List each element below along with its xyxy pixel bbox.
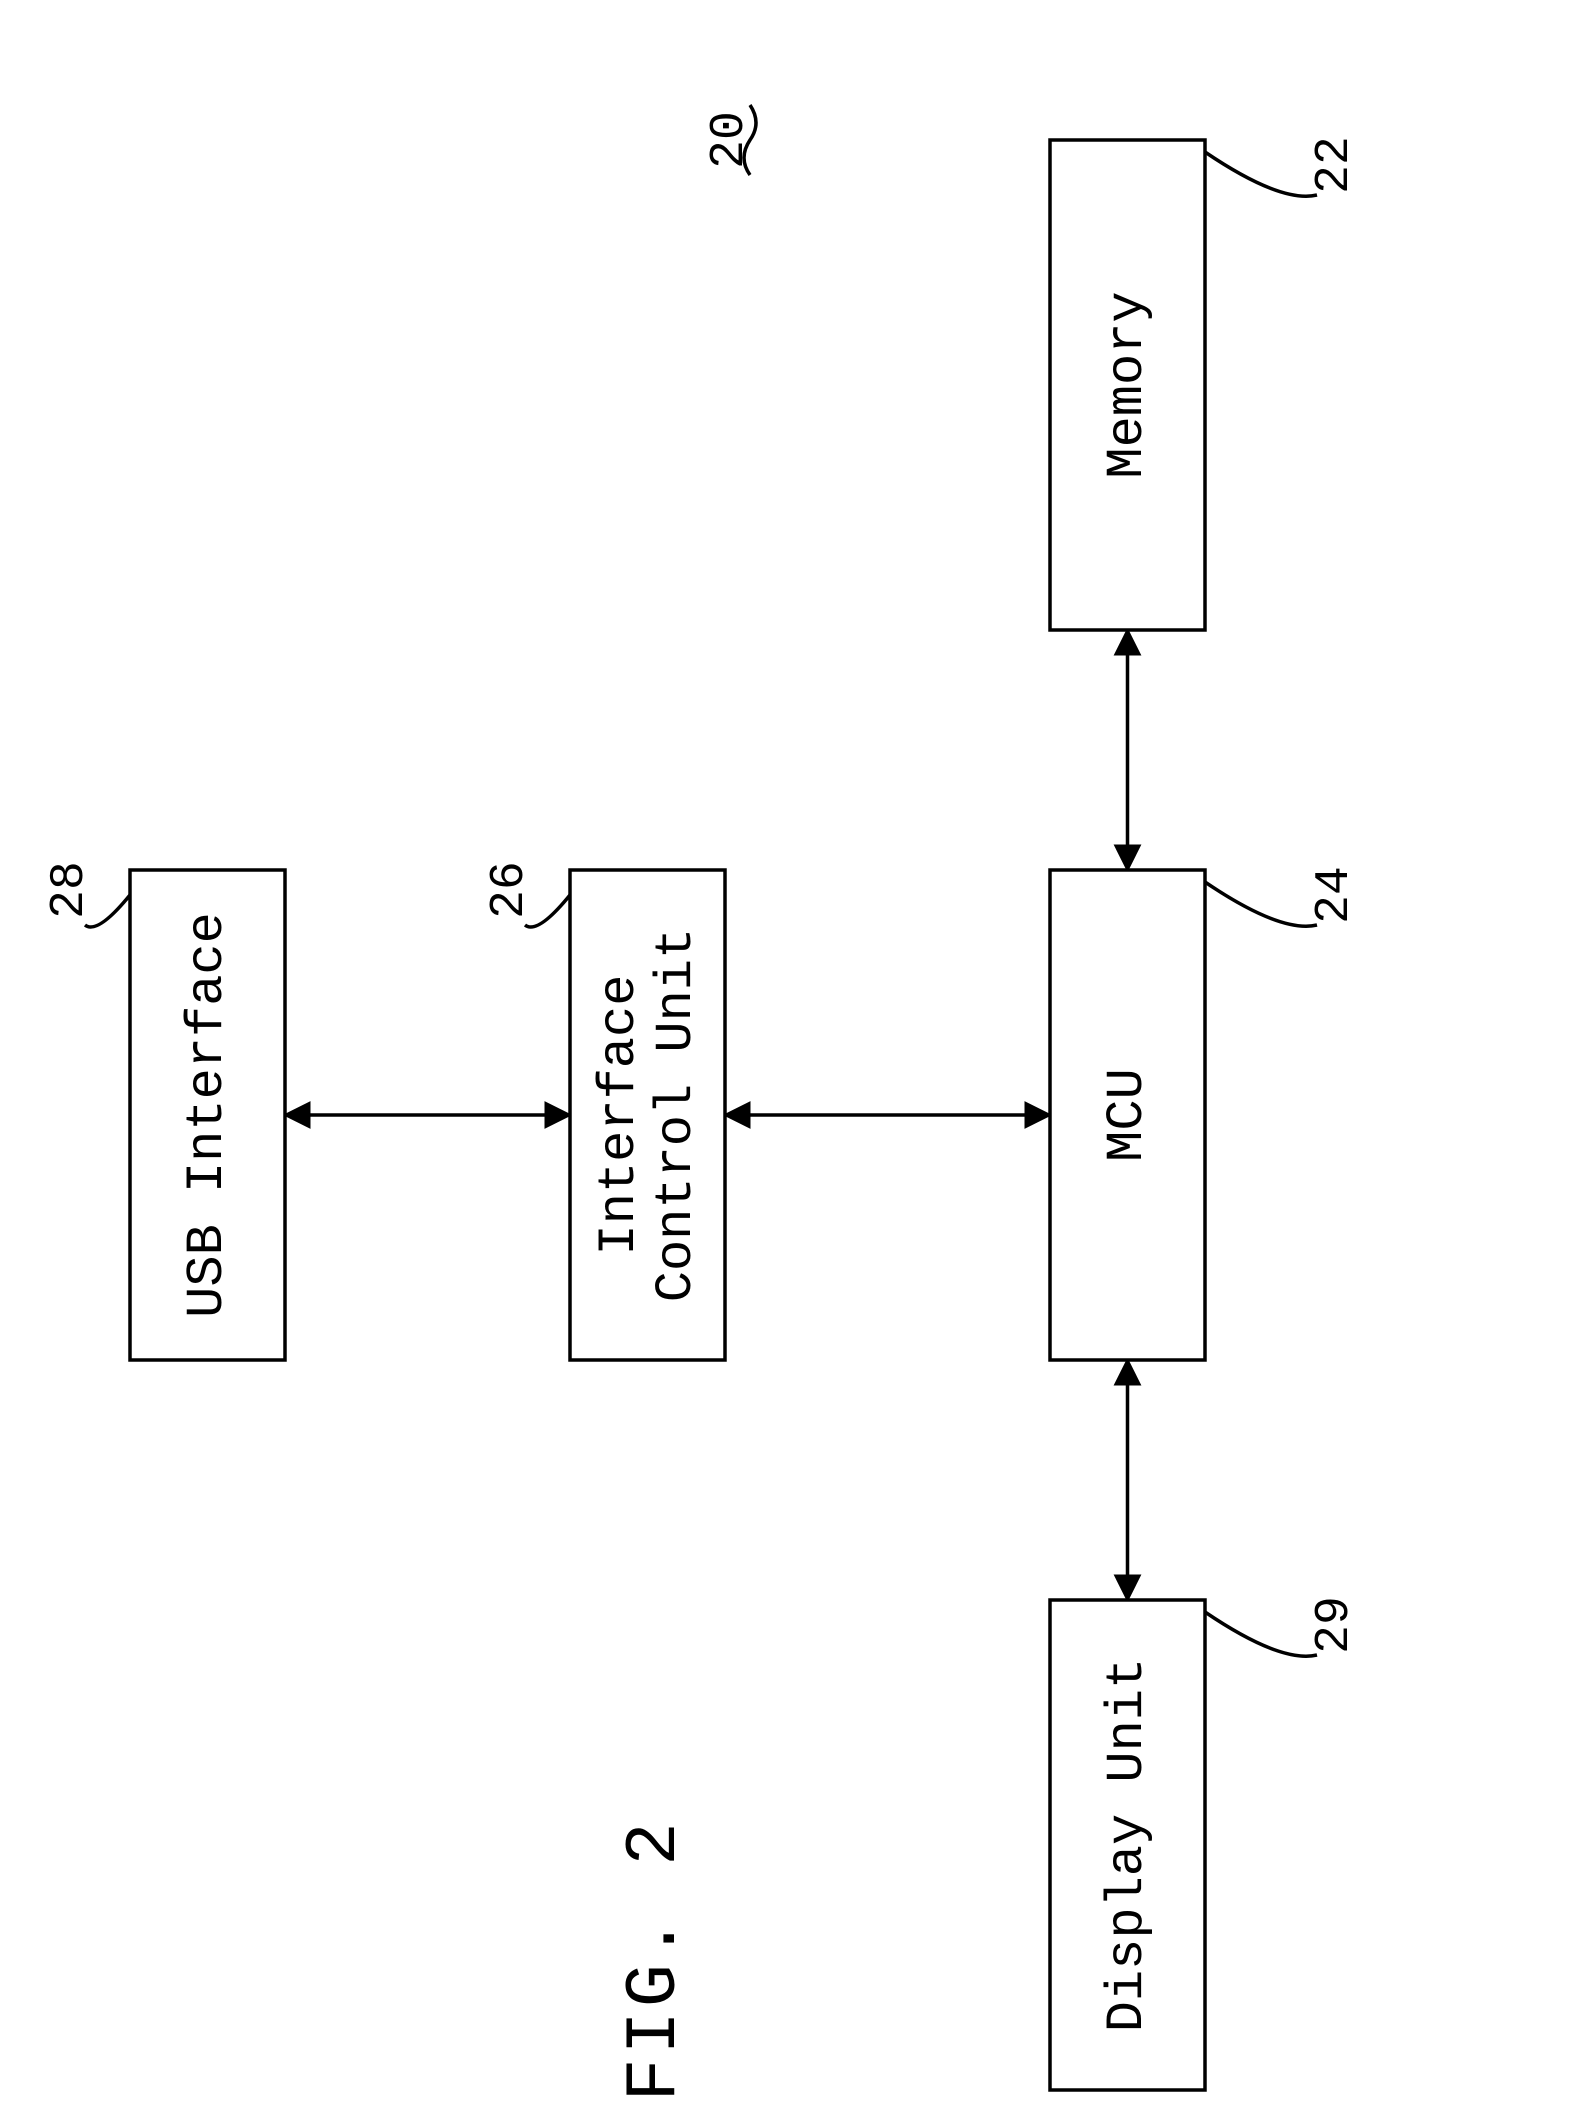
memory-label: Memory [1098, 291, 1157, 478]
display-block: Display Unit 29 [1050, 1596, 1362, 2090]
display-ref-number: 29 [1308, 1596, 1362, 1654]
usb-label: USB Interface [178, 912, 237, 1318]
figure-label: FIG. 2 [614, 1818, 696, 2101]
block-diagram: Memory 22 MCU 24 Display Unit 29 InterfaceCont… [0, 0, 1585, 2101]
memory-block: Memory 22 [1050, 136, 1362, 630]
icu-ref-number: 26 [483, 861, 537, 919]
display-label: Display Unit [1098, 1658, 1157, 2032]
mcu-ref-number: 24 [1308, 866, 1362, 924]
memory-ref-number: 22 [1308, 136, 1362, 194]
usb-block: USB Interface 28 [43, 861, 285, 1360]
mcu-label: MCU [1098, 1068, 1157, 1162]
usb-ref-number: 28 [43, 861, 97, 919]
icu-label: InterfaceControl Unit [589, 928, 705, 1302]
mcu-block: MCU 24 [1050, 866, 1362, 1360]
icu-block: InterfaceControl Unit 26 [483, 861, 725, 1360]
